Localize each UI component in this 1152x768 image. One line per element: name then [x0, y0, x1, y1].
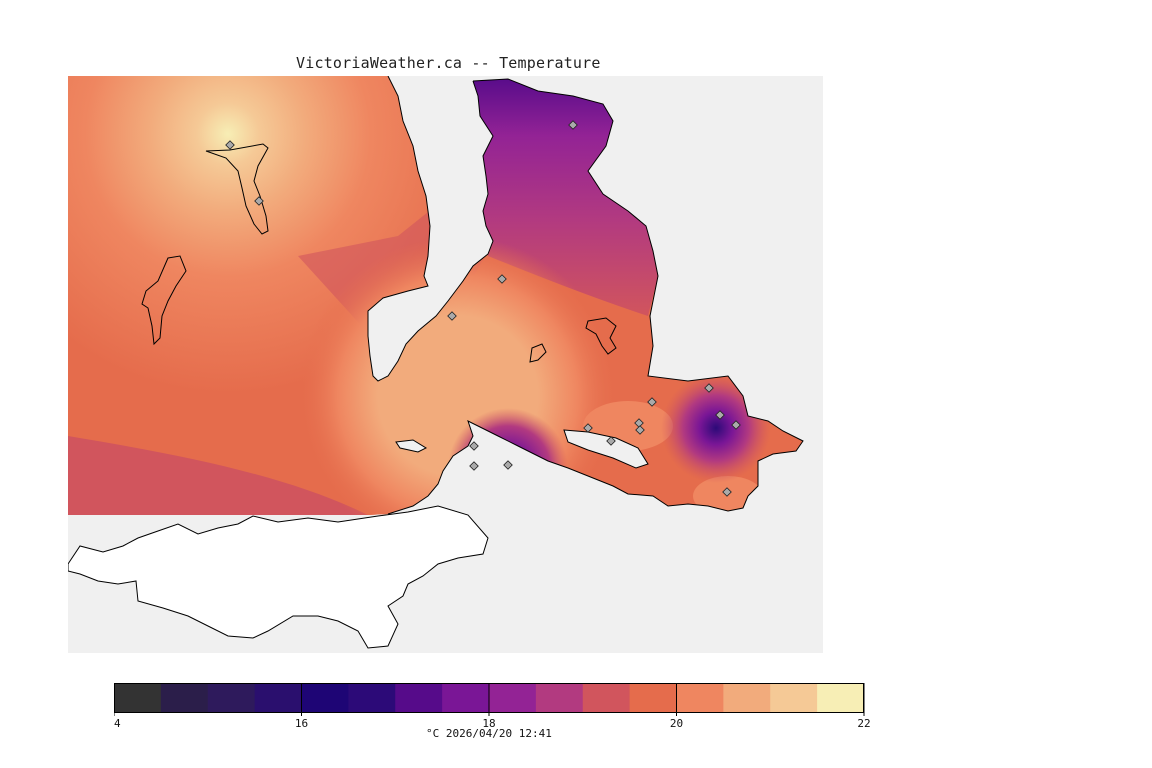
- color-legend-cell: [254, 683, 302, 713]
- color-legend-ticks: 14 16 18 20 22: [114, 683, 871, 730]
- coastline: [387, 78, 804, 515]
- weather-stations: [225, 120, 741, 497]
- station-marker[interactable]: [647, 397, 657, 407]
- color-legend-cell: [489, 683, 537, 713]
- southern-land: [68, 505, 489, 649]
- station-marker[interactable]: [635, 425, 645, 435]
- inlet-strip: [205, 143, 269, 235]
- units-timestamp: °C 2026/04/20 12:41: [426, 727, 552, 740]
- color-legend-tick-label: 18: [482, 717, 495, 730]
- color-legend-cell: [629, 683, 677, 713]
- temperature-map: [68, 76, 823, 653]
- lake-central: [529, 343, 547, 363]
- station-marker[interactable]: [731, 420, 741, 430]
- color-legend-cells: [114, 683, 865, 713]
- station-marker[interactable]: [497, 274, 507, 284]
- station-marker[interactable]: [447, 311, 457, 321]
- station-marker[interactable]: [469, 441, 479, 451]
- color-legend: 14 16 18 20 22: [114, 683, 871, 730]
- station-marker[interactable]: [634, 418, 644, 428]
- color-legend-cell: [114, 683, 162, 713]
- color-legend-cell: [817, 683, 865, 713]
- color-legend-tick-label: 22: [857, 717, 870, 730]
- color-legend-tick-label: 14: [114, 717, 121, 730]
- color-legend-cell: [395, 683, 443, 713]
- station-marker[interactable]: [503, 460, 513, 470]
- lake-south: [395, 439, 428, 453]
- station-marker[interactable]: [568, 120, 578, 130]
- color-legend-tick-label: 20: [670, 717, 683, 730]
- map-title: VictoriaWeather.ca -- Temperature: [296, 54, 601, 72]
- station-marker[interactable]: [583, 423, 593, 433]
- color-legend-cell: [301, 683, 349, 713]
- color-legend-cell: [207, 683, 256, 713]
- color-legend-tick-label: 16: [295, 717, 308, 730]
- station-marker[interactable]: [704, 383, 714, 393]
- harbour-inlet: [563, 429, 649, 469]
- station-marker[interactable]: [606, 436, 616, 446]
- station-marker[interactable]: [469, 461, 479, 471]
- lake-north: [585, 317, 617, 355]
- color-legend-cell: [348, 683, 396, 713]
- station-marker[interactable]: [722, 487, 732, 497]
- color-legend-cell: [442, 683, 490, 713]
- island-west: [141, 255, 187, 346]
- inlet-coastline: [367, 76, 494, 382]
- color-legend-cell: [160, 683, 209, 713]
- color-legend-cell: [770, 683, 818, 713]
- color-legend-cell: [582, 683, 631, 713]
- station-marker[interactable]: [254, 196, 264, 206]
- color-legend-cell: [723, 683, 771, 713]
- color-legend-cell: [535, 683, 584, 713]
- color-legend-cell: [676, 683, 724, 713]
- station-marker[interactable]: [715, 410, 725, 420]
- station-marker[interactable]: [225, 140, 235, 150]
